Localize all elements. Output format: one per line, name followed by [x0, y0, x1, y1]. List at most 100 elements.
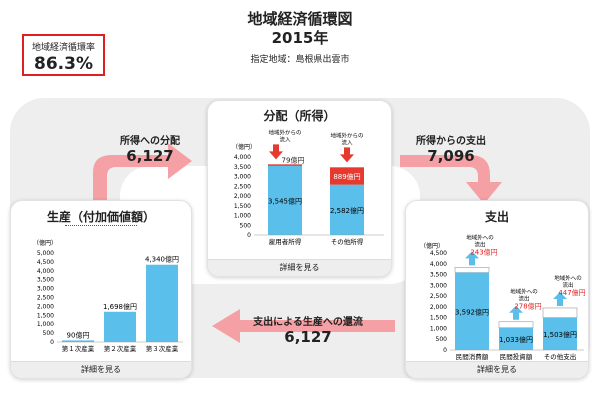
flow-arrow-back-to-production	[212, 309, 395, 343]
distribution-y-tick-label: 0	[247, 232, 251, 239]
flow-value-to-income: 6,127	[126, 147, 174, 165]
production-value-label: 4,340億円	[145, 255, 179, 264]
expenditure-y-tick-label: 1,500	[430, 315, 447, 322]
outflow-arrow-icon	[553, 291, 567, 306]
expenditure-y-tick-label: 4,000	[430, 261, 447, 268]
expenditure-panel: 支出 （億円） 4,500 4,000 3,500 3,000 2,500 2,000 1,…	[405, 200, 589, 379]
expenditure-details-link[interactable]: 詳細を見る	[406, 361, 588, 378]
expenditure-category-label: 民間投資額	[500, 352, 533, 361]
distribution-y-tick-label: 1,000	[234, 213, 251, 220]
production-chart: （億円） 5,000 4,500 4,000 3,500 3,000 2,5002,000…	[33, 239, 183, 353]
production-chart-unit: （億円）	[33, 239, 57, 247]
flow-label-to-income: 所得への分配	[120, 136, 180, 147]
distribution-panel-title: 分配（所得）	[263, 109, 336, 123]
flow-label-back-to-production: 支出による生産への還流	[253, 317, 363, 328]
distribution-y-tick-label: 2,500	[234, 183, 251, 190]
distribution-chart-unit: （億円）	[232, 143, 256, 151]
production-bar	[104, 311, 136, 342]
production-details-link[interactable]: 詳細を見る	[11, 361, 191, 378]
expenditure-value-label: 1,033億円	[499, 335, 533, 344]
expenditure-value-label: 1,503億円	[543, 330, 577, 339]
outflow-value-label: 243億円	[470, 247, 497, 256]
production-y-tick-label: 2,500	[37, 295, 54, 302]
production-category-label: 第２次産業	[104, 344, 137, 353]
distribution-y-tick-label: 1,500	[234, 203, 251, 210]
flow-arrow-to-income	[93, 143, 192, 208]
outflow-caption: 流出	[474, 240, 485, 248]
production-bar	[62, 340, 94, 342]
outflow-arrow-icon	[509, 305, 523, 320]
distribution-value-label: 3,545億円	[268, 196, 302, 205]
circulation-ratio-box: 地域経済循環率 86.3%	[22, 34, 105, 76]
outflow-value-label: 278億円	[514, 302, 541, 311]
expenditure-chart: （億円） 4,500 4,000 3,500 3,000 2,500 2,000 1,500…	[420, 233, 586, 361]
flow-value-back-to-production: 6,127	[284, 328, 332, 346]
expenditure-value-label: 3,592億円	[455, 307, 489, 316]
expenditure-chart-unit: （億円）	[420, 242, 444, 250]
expenditure-y-tick-label: 500	[436, 336, 448, 343]
flow-label-from-income: 所得からの支出	[416, 136, 486, 147]
distribution-y-tick-label: 500	[240, 222, 252, 229]
expenditure-y-tick-label: 3,000	[430, 282, 447, 289]
distribution-panel: 分配（所得） （億円） 4,000 3,500 3,000 2,500 2,000 1,5…	[207, 100, 392, 277]
distribution-category-label: 雇用者所得	[269, 237, 302, 246]
production-title-underline	[65, 225, 137, 226]
distribution-y-tick-label: 2,000	[234, 193, 251, 200]
production-y-tick-label: 2,000	[37, 303, 54, 310]
distribution-y-tick-label: 3,000	[234, 174, 251, 181]
inflow-caption: 地域外からの	[330, 131, 363, 139]
distribution-inflow-label: 889億円	[333, 172, 360, 181]
production-y-tick-label: 1,000	[37, 321, 54, 328]
distribution-y-tick-label: 3,500	[234, 164, 251, 171]
outflow-caption: 地域外への	[466, 233, 494, 241]
production-y-tick-label: 4,500	[37, 259, 54, 266]
production-category-label: 第１次産業	[62, 344, 95, 353]
expenditure-outflow-segment	[542, 307, 578, 318]
expenditure-bar	[499, 327, 533, 350]
distribution-y-tick-label: 4,000	[234, 154, 251, 161]
expenditure-y-tick-label: 2,000	[430, 304, 447, 311]
flow-value-from-income: 7,096	[427, 147, 475, 165]
expenditure-y-tick-label: 1,000	[430, 325, 447, 332]
production-y-tick-label: 3,000	[37, 286, 54, 293]
inflow-caption: 地域外からの	[268, 128, 301, 136]
outflow-value-label: 447億円	[558, 288, 585, 297]
expenditure-bar	[543, 317, 577, 350]
distribution-inflow-segment	[330, 167, 364, 185]
expenditure-category-label: 民間消費額	[456, 352, 489, 361]
distribution-chart: （億円） 4,000 3,500 3,000 2,500 2,000 1,500 1,000…	[232, 128, 384, 246]
region-label: 指定地域：島根県出雲市	[250, 55, 350, 65]
circulation-ratio-value: 86.3%	[34, 54, 93, 74]
distribution-value-label: 2,582億円	[330, 206, 364, 215]
inflow-arrow-icon	[340, 147, 354, 163]
production-panel: 生産（付加価値額） （億円） 5,000 4,500 4,000 3,500 3,000…	[10, 200, 192, 379]
outflow-caption: 流出	[562, 281, 573, 289]
production-y-tick-label: 1,500	[37, 312, 54, 319]
outflow-arrow-icon	[465, 251, 479, 266]
production-y-tick-label: 4,000	[37, 268, 54, 275]
distribution-details-link[interactable]: 詳細を見る	[208, 259, 391, 276]
distribution-category-label: その他所得	[331, 237, 364, 246]
expenditure-category-label: その他支出	[544, 352, 577, 361]
production-value-label: 90億円	[67, 330, 90, 339]
expenditure-outflow-segment	[454, 267, 490, 273]
distribution-inflow-segment	[268, 164, 302, 166]
outflow-caption: 流出	[518, 295, 529, 303]
distribution-inflow-label: 79億円	[282, 155, 305, 164]
production-bar	[146, 264, 178, 342]
expenditure-y-tick-label: 2,500	[430, 293, 447, 300]
production-y-tick-label: 5,000	[37, 250, 54, 257]
production-y-tick-label: 0	[50, 339, 54, 346]
outflow-caption: 地域外への	[554, 274, 582, 282]
expenditure-y-tick-label: 3,500	[430, 272, 447, 279]
expenditure-bar	[455, 272, 489, 350]
production-panel-title: 生産（付加価値額）	[46, 210, 155, 224]
inflow-caption: 流入	[341, 138, 353, 146]
page-year: 2015年	[271, 29, 329, 47]
distribution-bar	[268, 165, 302, 235]
outflow-caption: 地域外への	[510, 288, 538, 296]
distribution-bar	[330, 184, 364, 235]
production-y-tick-label: 3,500	[37, 277, 54, 284]
inflow-caption: 流入	[279, 135, 291, 143]
